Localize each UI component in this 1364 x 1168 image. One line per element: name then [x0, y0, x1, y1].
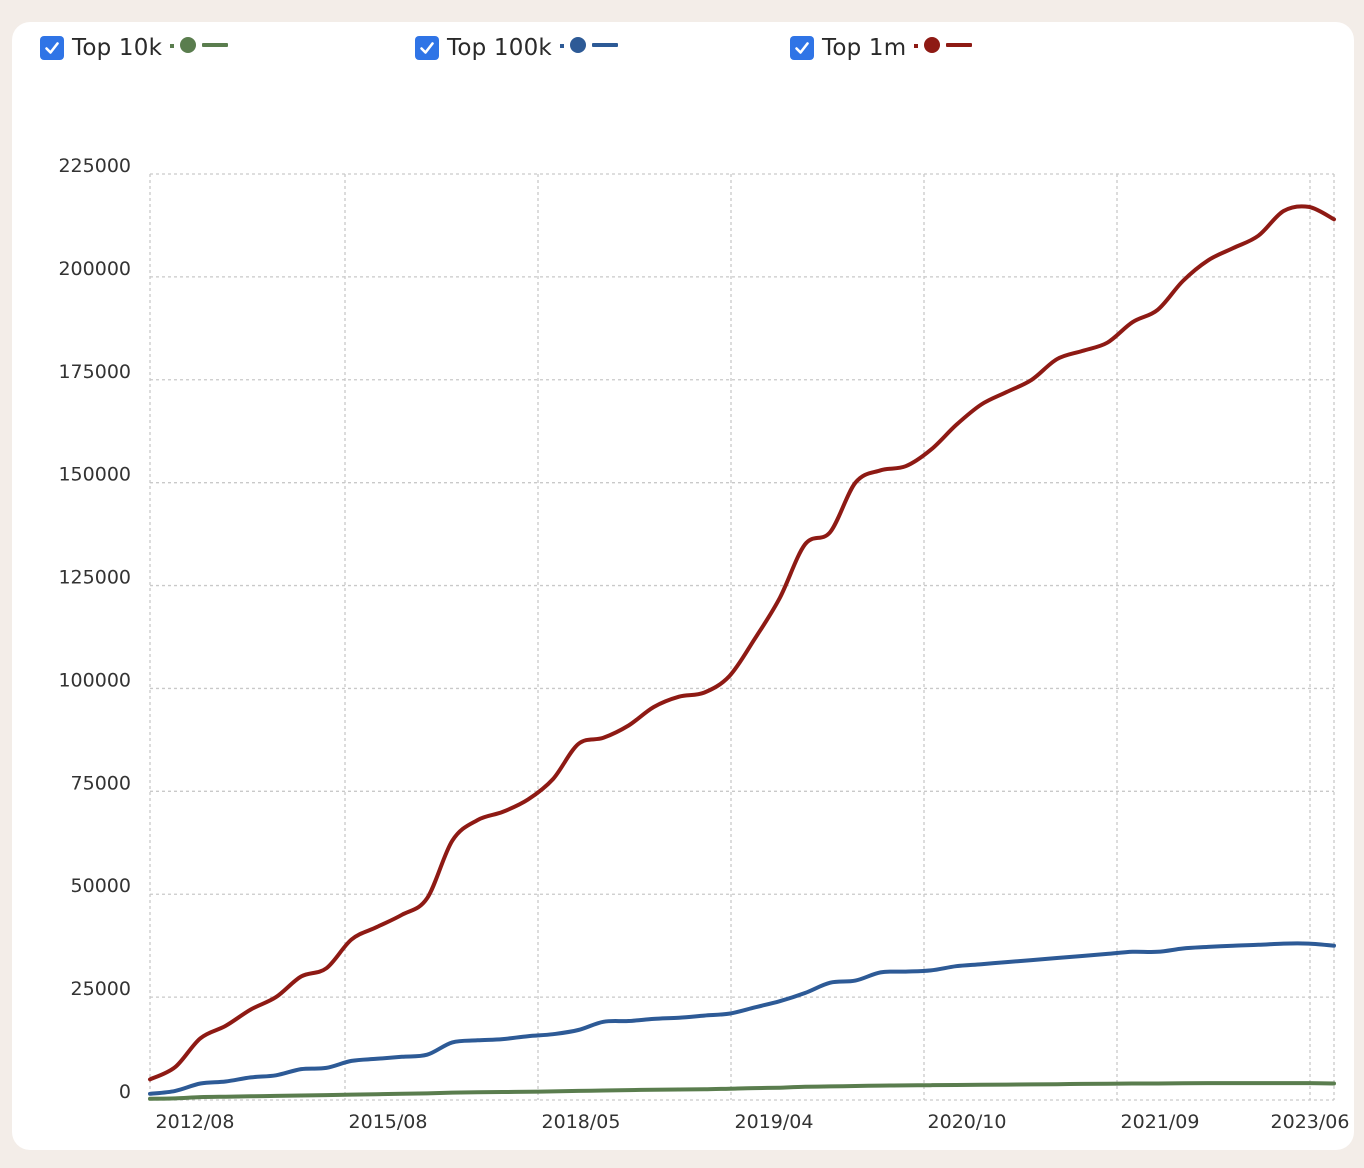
series-line-top-10k: [148, 1081, 1336, 1101]
y-tick-label: 25000: [71, 978, 131, 1000]
series-line-top-100k: [148, 941, 1336, 1096]
checkmark-icon: [795, 42, 809, 54]
legend-item-top-100k[interactable]: Top 100k: [415, 30, 622, 66]
x-tick-label: 2015/08: [349, 1111, 428, 1133]
legend-checkbox[interactable]: [790, 36, 814, 60]
series-line-top-1m: [148, 204, 1336, 1082]
legend-checkbox[interactable]: [40, 36, 64, 60]
legend-checkbox[interactable]: [415, 36, 439, 60]
y-tick-label: 225000: [58, 155, 131, 177]
x-tick-label: 2019/04: [735, 1111, 814, 1133]
legend-label: Top 100k: [447, 35, 552, 61]
x-tick-label: 2023/06: [1271, 1111, 1350, 1133]
legend-swatch-icon: [170, 36, 232, 60]
checkmark-icon: [45, 42, 59, 54]
legend-item-top-10k[interactable]: Top 10k: [40, 30, 232, 66]
y-tick-label: 175000: [58, 361, 131, 383]
y-tick-label: 100000: [58, 669, 131, 691]
legend-swatch-icon: [559, 36, 622, 60]
legend-swatch-icon: [914, 36, 976, 60]
y-tick-label: 50000: [71, 875, 131, 897]
y-tick-label: 200000: [58, 258, 131, 280]
x-tick-label: 2018/05: [542, 1111, 621, 1133]
x-tick-label: 2012/08: [156, 1111, 235, 1133]
x-tick-label: 2021/09: [1121, 1111, 1200, 1133]
x-tick-label: 2020/10: [928, 1111, 1007, 1133]
checkmark-icon: [420, 42, 434, 54]
legend-item-top-1m[interactable]: Top 1m: [790, 30, 976, 66]
y-tick-label: 125000: [58, 567, 131, 589]
y-tick-label: 75000: [71, 772, 131, 794]
legend-label: Top 1m: [822, 35, 907, 61]
y-tick-label: 0: [119, 1081, 131, 1103]
legend-label: Top 10k: [72, 35, 163, 61]
y-tick-label: 150000: [58, 464, 131, 486]
